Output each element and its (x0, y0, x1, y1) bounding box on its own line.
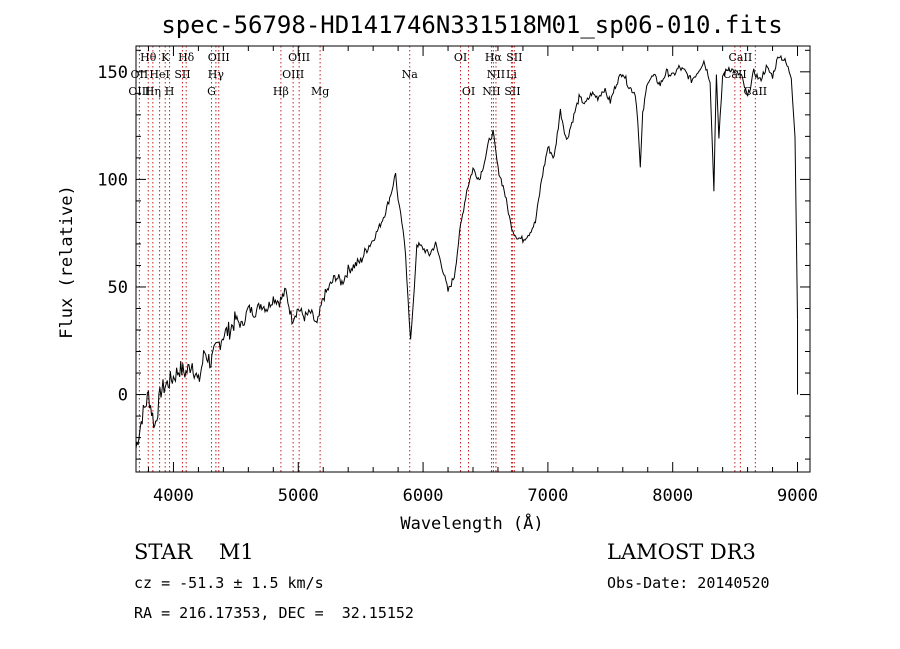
line-label: NII (482, 85, 500, 98)
chart-title: spec-56798-HD141746N331518M01_sp06-010.f… (161, 11, 782, 39)
line-label: Hγ (208, 68, 225, 81)
axes: 4000 5000 6000 7000 8000 9000 0 50 100 150 (97, 45, 818, 506)
line-label: G (207, 85, 216, 98)
line-label: K (161, 51, 170, 64)
plot-frame (135, 45, 811, 473)
line-label: OII (131, 68, 149, 81)
line-label: OIII (288, 51, 310, 64)
x-axis-label: Wavelength (Å) (400, 512, 543, 534)
line-label: SII (174, 68, 190, 81)
x-tick-label: 6000 (403, 486, 444, 506)
x-tick-label: 8000 (652, 486, 693, 506)
y-axis-label: Flux (relative) (57, 185, 77, 339)
line-label: OIII (128, 85, 150, 98)
line-label: Li (506, 68, 517, 81)
object-type: STAR M1 (134, 540, 254, 564)
line-label: SII (504, 85, 520, 98)
line-label: H (165, 85, 175, 98)
survey-name: LAMOST DR3 (607, 540, 756, 564)
line-label: Hα (485, 51, 503, 64)
x-tick-label: 9000 (777, 486, 818, 506)
y-tick-label: 0 (118, 386, 128, 406)
line-label: OI (454, 51, 467, 64)
line-label: Mg (311, 85, 329, 98)
line-label: CaII (723, 68, 747, 81)
line-label: NII (487, 68, 505, 81)
redshift-cz: cz = -51.3 ± 1.5 km/s (134, 574, 324, 592)
line-label: OI (462, 85, 475, 98)
line-label: Na (402, 68, 419, 81)
x-tick-label: 5000 (278, 486, 319, 506)
y-tick-label: 50 (108, 278, 128, 298)
y-tick-label: 100 (97, 170, 128, 190)
line-label: SII (506, 51, 522, 64)
line-label: OIII (208, 51, 230, 64)
y-tick-label: 150 (97, 63, 128, 83)
coordinates: RA = 216.17353, DEC = 32.15152 (134, 604, 414, 622)
line-label: Hδ (178, 51, 195, 64)
spectrum-line (135, 54, 798, 449)
x-tick-label: 7000 (527, 486, 568, 506)
emission-line-markers (138, 46, 756, 472)
line-label: HeI (149, 68, 169, 81)
line-label: Hβ (273, 85, 289, 98)
line-label: OIII (282, 68, 304, 81)
line-label: CaII (743, 85, 767, 98)
line-label: CaII (729, 51, 753, 64)
x-tick-label: 4000 (153, 486, 194, 506)
obs-date: Obs-Date: 20140520 (607, 574, 770, 592)
line-label: Hη (145, 85, 161, 98)
spectrum-series (135, 54, 799, 449)
line-label: Hθ (140, 51, 157, 64)
